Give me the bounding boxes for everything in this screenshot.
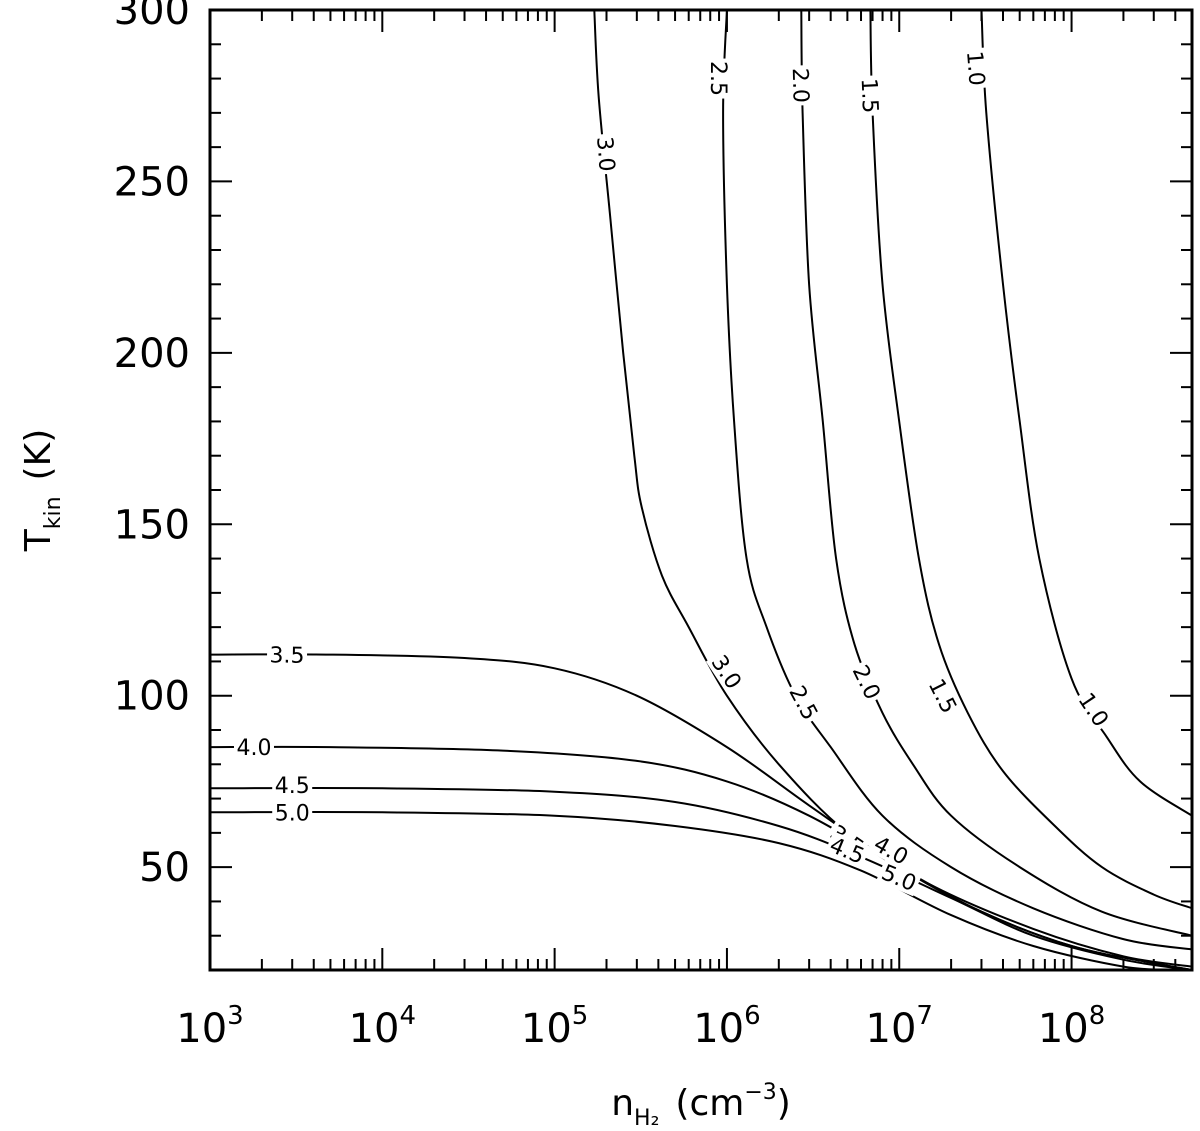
x-tick-label: 108 xyxy=(1038,1001,1105,1052)
plot-frame xyxy=(208,8,1194,972)
y-tick-label: 100 xyxy=(114,674,190,720)
contour-label-2.5: 2.5 xyxy=(705,61,730,96)
contour-label-mask xyxy=(707,58,732,99)
contour-label-3.0: 3.0 xyxy=(591,136,619,173)
y-tick-label: 150 xyxy=(114,502,190,548)
contour-label-mask xyxy=(272,772,313,797)
contour-label-3.5: 3.5 xyxy=(269,643,304,668)
contour-label-5.0: 5.0 xyxy=(275,801,310,826)
contour-line-2.0 xyxy=(800,9,1193,937)
contour-label-mask xyxy=(857,75,884,117)
y-axis-title: Tkin(K) xyxy=(18,429,66,553)
x-tick-labels: 103 104 105 106 107 108 xyxy=(176,1001,1105,1052)
contour-line-1.0 xyxy=(980,9,1193,817)
contour-label-mask xyxy=(923,672,963,719)
contour-label-mask xyxy=(876,858,923,897)
contour-label-mask xyxy=(593,133,620,175)
contour-label-mask xyxy=(233,735,274,760)
x-tick-label: 104 xyxy=(349,1001,416,1052)
contour-labels: 1.01.01.51.52.02.02.52.53.03.03.53.54.04… xyxy=(233,47,1116,897)
contour-label-1.5: 1.5 xyxy=(856,78,883,114)
contour-label-mask xyxy=(868,829,915,871)
y-tick-label: 200 xyxy=(114,331,190,377)
x-axis-title: nH₂ (cm−3) xyxy=(611,1080,791,1131)
contour-label-mask xyxy=(962,47,990,90)
contour-label-3.0: 3.0 xyxy=(706,651,746,694)
y-tick-label: 250 xyxy=(114,159,190,205)
contour-line-4.5 xyxy=(209,787,1193,971)
contour-label-mask xyxy=(705,648,748,696)
contour-label-2.0: 2.0 xyxy=(787,68,813,104)
contour-line-2.5 xyxy=(722,9,1193,951)
y-tick-label: 300 xyxy=(114,0,190,34)
x-tick-label: 107 xyxy=(866,1001,933,1052)
contour-line-4.0 xyxy=(209,745,1193,971)
x-tick-label: 103 xyxy=(176,1001,243,1052)
contour-label-mask xyxy=(824,831,871,869)
contour-label-mask xyxy=(788,65,814,106)
contour-label-4.0: 4.0 xyxy=(236,736,271,761)
contour-label-4.5: 4.5 xyxy=(275,774,310,799)
x-tick-label: 105 xyxy=(521,1001,588,1052)
contour-line-5.0 xyxy=(209,811,1176,971)
contour-label-mask xyxy=(272,800,313,825)
contour-label-mask xyxy=(784,679,825,726)
x-tick-label: 106 xyxy=(693,1001,760,1052)
contour-line-1.5 xyxy=(869,9,1193,910)
contour-label-1.0: 1.0 xyxy=(961,50,989,87)
y-tick-label: 50 xyxy=(139,845,190,891)
contour-label-mask xyxy=(266,642,308,667)
contour-label-mask xyxy=(847,658,887,706)
contour-line-3.0 xyxy=(593,9,1193,968)
y-tick-labels: 50 100 150 200 250 300 xyxy=(114,0,190,891)
contour-label-mask xyxy=(1072,686,1116,733)
axis-ticks xyxy=(209,9,1193,971)
contour-lines xyxy=(209,9,1193,971)
